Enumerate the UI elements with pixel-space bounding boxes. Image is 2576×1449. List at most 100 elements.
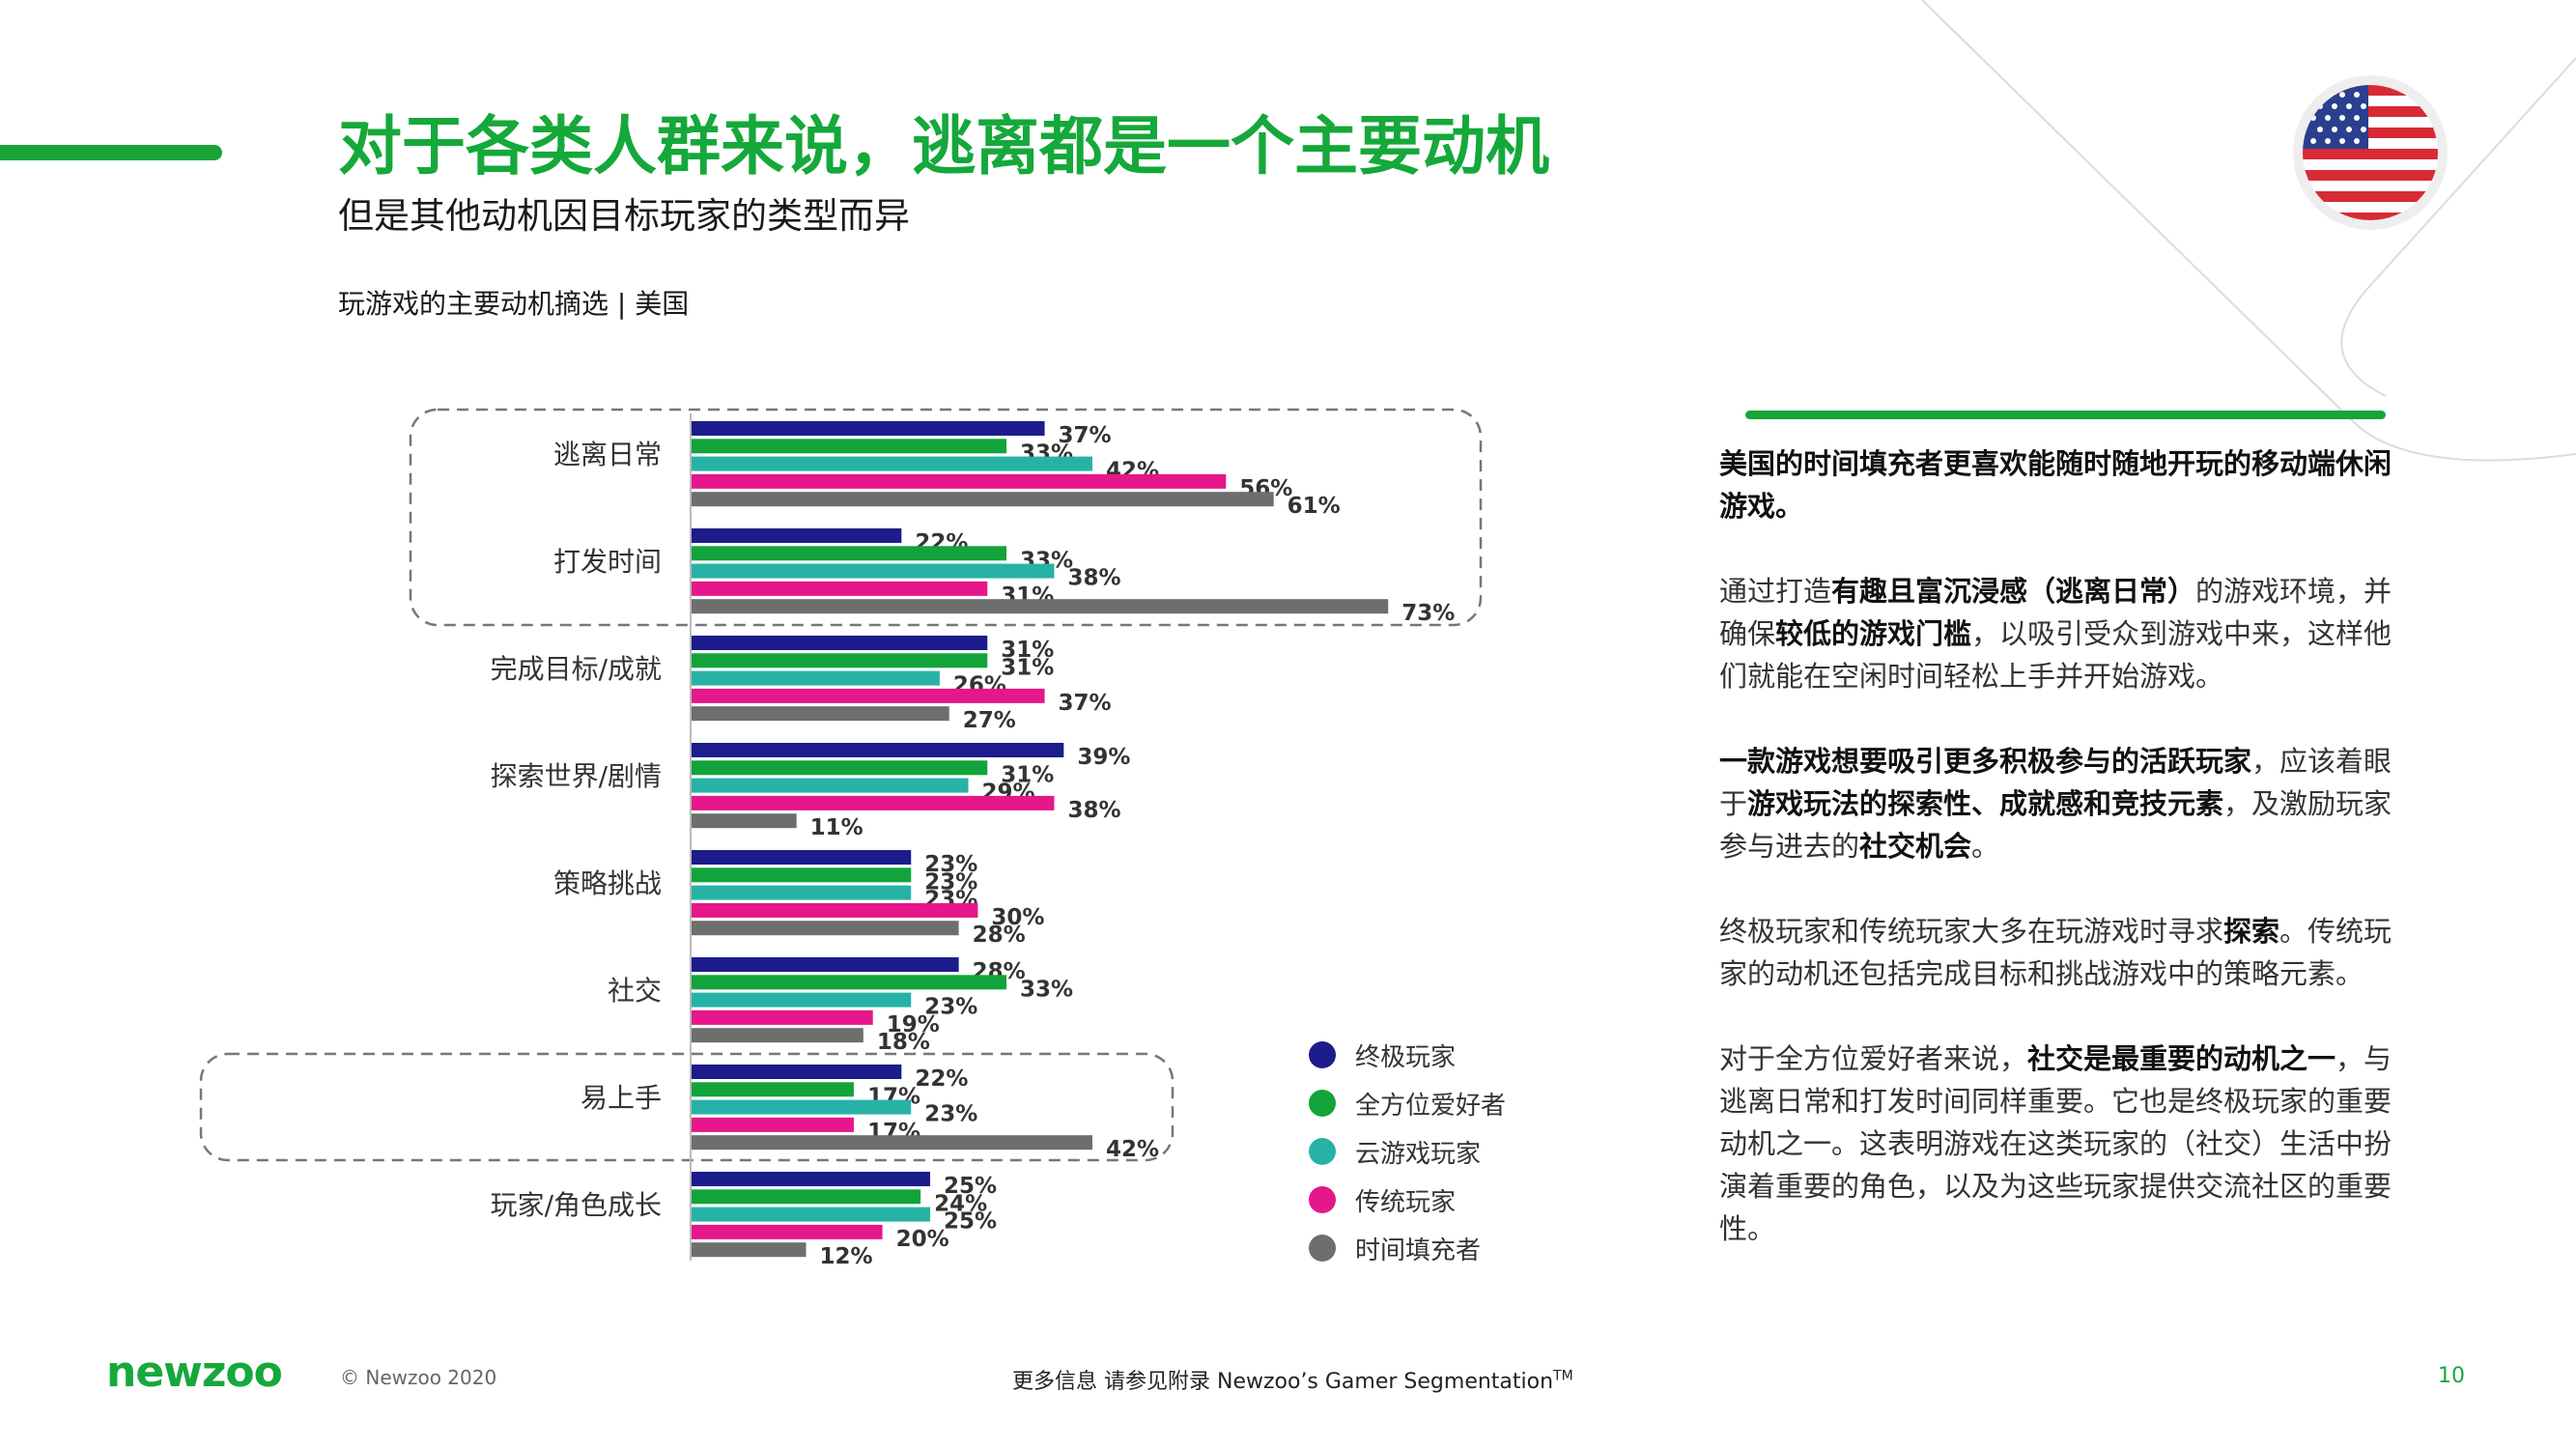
legend-label: 时间填充者 bbox=[1355, 1236, 1482, 1265]
data-label: 42% bbox=[1106, 1137, 1159, 1162]
data-label: 73% bbox=[1401, 601, 1455, 626]
data-label: 23% bbox=[924, 1102, 977, 1127]
data-label: 27% bbox=[963, 708, 1016, 733]
body-text: 终极玩家和传统玩家大多在玩游戏时寻求 bbox=[1719, 915, 2224, 948]
emphasis-text: 有趣且富沉浸感（逃离日常） bbox=[1831, 575, 2196, 608]
data-label: 23% bbox=[924, 869, 977, 895]
more-info-note: 更多信息 请参见附录 Newzoo’s Gamer SegmentationTM bbox=[1012, 1364, 1573, 1395]
legend-item-traditional: 传统玩家 bbox=[1309, 1180, 1456, 1219]
body-text: ，以吸引受众到游戏中来，这样他们就能在空闲时间轻松上手并开始游戏。 bbox=[1719, 617, 2392, 693]
insight-paragraph: 美国的时间填充者更喜欢能随时随地开玩的移动端休闲游戏。 bbox=[1719, 442, 2415, 527]
body-text: ，应该着眼于 bbox=[1719, 745, 2392, 820]
legend-label: 传统玩家 bbox=[1355, 1187, 1457, 1217]
legend-item-time-filler: 时间填充者 bbox=[1309, 1229, 1481, 1267]
bar bbox=[692, 921, 959, 936]
bar bbox=[692, 1009, 873, 1025]
data-label: 24% bbox=[934, 1191, 987, 1216]
bar bbox=[692, 636, 988, 650]
bar bbox=[692, 778, 969, 793]
legend-item-all-round: 全方位爱好者 bbox=[1309, 1084, 1506, 1122]
legend-label: 终极玩家 bbox=[1355, 1042, 1457, 1072]
us-flag-icon bbox=[2293, 75, 2448, 230]
data-label: 33% bbox=[1020, 977, 1073, 1002]
insight-paragraph: 对于全方位爱好者来说，社交是最重要的动机之一，与逃离日常和打发时间同样重要。它也… bbox=[1719, 1037, 2415, 1250]
bar bbox=[692, 867, 912, 883]
category-label: 策略挑战 bbox=[553, 867, 662, 899]
legend-dot-icon bbox=[1309, 1090, 1336, 1117]
data-label: 28% bbox=[973, 923, 1026, 948]
body-text: 通过打造 bbox=[1719, 575, 1832, 608]
copyright: © Newzoo 2020 bbox=[340, 1366, 497, 1389]
bar bbox=[692, 563, 1055, 579]
more-info-text: 更多信息 请参见附录 Newzoo’s Gamer Segmentation bbox=[1012, 1370, 1554, 1394]
bar bbox=[692, 439, 1007, 454]
page-subtitle: 但是其他动机因目标玩家的类型而异 bbox=[338, 195, 910, 237]
data-label: 22% bbox=[915, 1066, 968, 1092]
data-label: 38% bbox=[1067, 566, 1120, 591]
category-label: 社交 bbox=[608, 975, 662, 1007]
data-label: 61% bbox=[1288, 494, 1341, 519]
bar bbox=[692, 1065, 902, 1079]
bar bbox=[692, 1172, 930, 1186]
text-panel-accent-bar bbox=[1745, 411, 2386, 419]
page-title: 对于各类人群来说，逃离都是一个主要动机 bbox=[338, 109, 1549, 184]
emphasis-text: 美国的时间填充者更喜欢能随时随地开玩的移动端休闲游戏。 bbox=[1719, 447, 2392, 523]
bar bbox=[692, 885, 912, 900]
category-label: 玩家/角色成长 bbox=[491, 1189, 662, 1221]
bar bbox=[692, 599, 1389, 614]
bar bbox=[692, 1117, 854, 1132]
data-label: 37% bbox=[1059, 691, 1112, 716]
bar bbox=[692, 1028, 863, 1043]
bar bbox=[692, 670, 940, 686]
data-label: 23% bbox=[924, 995, 977, 1020]
emphasis-text: 游戏玩法的探索性、成就感和竞技元素 bbox=[1747, 787, 2224, 820]
body-text: ，及激励玩家参与进去的 bbox=[1719, 787, 2392, 863]
insight-paragraph: 一款游戏想要吸引更多积极参与的活跃玩家，应该着眼于游戏玩法的探索性、成就感和竞技… bbox=[1719, 740, 2415, 867]
category-label: 探索世界/剧情 bbox=[491, 760, 662, 792]
data-label: 25% bbox=[944, 1174, 997, 1199]
data-label: 11% bbox=[810, 815, 863, 840]
body-text: 。 bbox=[1971, 830, 2000, 863]
bar bbox=[692, 653, 988, 668]
bar bbox=[692, 1099, 912, 1115]
data-label: 37% bbox=[1059, 423, 1112, 448]
newzoo-logo: newzoo bbox=[106, 1348, 283, 1397]
legend-dot-icon bbox=[1309, 1138, 1336, 1165]
emphasis-text: 探索 bbox=[2223, 915, 2280, 948]
data-label: 12% bbox=[820, 1244, 873, 1269]
bar bbox=[692, 528, 902, 543]
header-accent-bar bbox=[0, 145, 222, 160]
data-label: 23% bbox=[924, 852, 977, 877]
legend-dot-icon bbox=[1309, 1186, 1336, 1213]
motivation-bar-chart: 逃离日常37%33%42%56%61%打发时间22%33%38%31%73%完成… bbox=[199, 408, 1483, 1269]
data-label: 18% bbox=[877, 1030, 930, 1055]
data-label: 19% bbox=[887, 1012, 940, 1037]
bar bbox=[692, 688, 1045, 703]
bar bbox=[692, 850, 912, 865]
bar bbox=[692, 1189, 921, 1205]
insight-paragraph: 通过打造有趣且富沉浸感（逃离日常）的游戏环境，并确保较低的游戏门槛，以吸引受众到… bbox=[1719, 570, 2415, 697]
emphasis-text: 较低的游戏门槛 bbox=[1775, 617, 1972, 650]
insight-paragraph: 终极玩家和传统玩家大多在玩游戏时寻求探索。传统玩家的动机还包括完成目标和挑战游戏… bbox=[1719, 910, 2415, 995]
legend-item-cloud: 云游戏玩家 bbox=[1309, 1132, 1481, 1171]
category-label: 易上手 bbox=[580, 1082, 662, 1114]
category-label: 打发时间 bbox=[553, 546, 662, 578]
body-text: 的游戏环境，并确保 bbox=[1719, 575, 2392, 650]
data-label: 20% bbox=[896, 1227, 949, 1252]
category-label: 逃离日常 bbox=[553, 439, 662, 470]
bar bbox=[692, 1135, 1092, 1151]
emphasis-text: 社交是最重要的动机之一 bbox=[2027, 1042, 2336, 1075]
data-label: 39% bbox=[1077, 745, 1130, 770]
bar bbox=[692, 1207, 930, 1222]
bar bbox=[692, 813, 797, 829]
bar bbox=[692, 795, 1055, 810]
data-label: 31% bbox=[1001, 762, 1054, 787]
legend-label: 全方位爱好者 bbox=[1355, 1091, 1507, 1121]
bar bbox=[692, 1224, 883, 1239]
trademark: TM bbox=[1553, 1368, 1573, 1384]
bar bbox=[692, 581, 988, 596]
data-label: 38% bbox=[1067, 798, 1120, 823]
legend-item-ultimate: 终极玩家 bbox=[1309, 1036, 1456, 1074]
body-text: 对于全方位爱好者来说， bbox=[1719, 1042, 2028, 1075]
